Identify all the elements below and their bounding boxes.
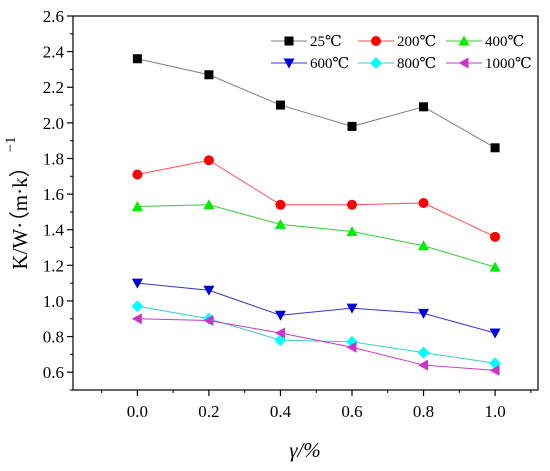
data-point bbox=[203, 199, 215, 210]
legend-item: 600℃ bbox=[271, 56, 349, 72]
series-line bbox=[137, 204, 496, 268]
legend-label: 600℃ bbox=[310, 56, 349, 72]
data-point bbox=[131, 300, 144, 313]
x-tick-label: 0.8 bbox=[413, 402, 434, 421]
y-tick-label: 1.6 bbox=[43, 185, 64, 204]
legend-item: 400℃ bbox=[446, 34, 524, 50]
y-tick-label: 1.4 bbox=[43, 221, 65, 240]
data-point bbox=[489, 328, 501, 339]
series-line bbox=[137, 282, 496, 334]
legend-item: 800℃ bbox=[358, 56, 436, 72]
x-axis: 0.0 0.2 0.4 0.6 0.8 1.0 bbox=[101, 390, 532, 421]
data-point bbox=[275, 100, 285, 110]
y-tick-label: 2.2 bbox=[43, 78, 64, 97]
data-point bbox=[418, 198, 429, 208]
y-tick-label: 2.0 bbox=[43, 114, 64, 133]
y-axis-title-group: K/W·（m·k） −1 bbox=[3, 136, 32, 269]
legend-label: 1000℃ bbox=[485, 56, 532, 72]
data-point bbox=[347, 199, 357, 210]
data-point bbox=[418, 240, 430, 251]
data-point bbox=[274, 218, 286, 229]
x-tick-label: 1.0 bbox=[484, 402, 505, 421]
legend: 25℃ 200℃ 400℃ 600℃ 800℃ 1000℃ bbox=[271, 34, 532, 72]
x-tick-label: 0.0 bbox=[127, 402, 148, 421]
data-point bbox=[418, 359, 429, 371]
data-point bbox=[132, 54, 142, 64]
data-point bbox=[204, 70, 214, 80]
data-point bbox=[346, 341, 357, 353]
series-0 bbox=[132, 54, 500, 153]
legend-marker bbox=[458, 57, 469, 69]
data-point bbox=[274, 310, 286, 321]
data-point bbox=[131, 201, 143, 212]
data-point bbox=[203, 155, 214, 166]
legend-marker bbox=[370, 57, 382, 69]
data-point bbox=[417, 346, 430, 359]
series-5 bbox=[131, 313, 500, 376]
data-point bbox=[490, 143, 500, 153]
x-tick-label: 0.4 bbox=[270, 402, 292, 421]
y-axis-title: K/W·（m·k） bbox=[8, 156, 32, 269]
legend-label: 800℃ bbox=[397, 56, 436, 72]
x-tick-label: 0.2 bbox=[198, 402, 219, 421]
data-point bbox=[346, 303, 358, 314]
legend-marker bbox=[284, 36, 294, 46]
data-point bbox=[131, 278, 143, 289]
data-point bbox=[274, 327, 285, 339]
y-axis-title-superscript: −1 bbox=[3, 136, 19, 152]
legend-label: 400℃ bbox=[485, 34, 524, 50]
y-tick-label: 1.8 bbox=[43, 149, 64, 168]
series-line bbox=[137, 58, 496, 149]
legend-item: 1000℃ bbox=[446, 56, 532, 72]
y-tick-label: 1.0 bbox=[43, 292, 64, 311]
legend-label: 25℃ bbox=[310, 34, 342, 50]
data-point bbox=[419, 102, 429, 112]
legend-marker bbox=[458, 35, 470, 46]
data-point bbox=[132, 169, 143, 180]
legend-item: 200℃ bbox=[358, 34, 436, 50]
legend-marker bbox=[371, 36, 381, 46]
x-tick-label: 0.6 bbox=[341, 402, 362, 421]
legend-marker bbox=[283, 58, 295, 69]
series-1 bbox=[132, 155, 501, 242]
data-point bbox=[203, 285, 215, 296]
series-4 bbox=[131, 300, 502, 370]
data-point bbox=[131, 313, 142, 325]
data-point bbox=[346, 225, 358, 236]
data-point bbox=[489, 261, 501, 272]
series-2 bbox=[131, 199, 501, 272]
data-point bbox=[203, 315, 214, 327]
y-tick-label: 1.2 bbox=[43, 256, 64, 275]
legend-item: 25℃ bbox=[271, 34, 342, 50]
x-axis-title: γ/% bbox=[289, 438, 321, 462]
series-layer bbox=[131, 54, 502, 376]
legend-label: 200℃ bbox=[397, 34, 436, 50]
data-point bbox=[347, 121, 357, 131]
y-tick-label: 2.4 bbox=[43, 43, 65, 62]
plot-frame bbox=[72, 15, 539, 391]
y-tick-label: 0.8 bbox=[43, 328, 64, 347]
y-axis: 0.6 0.8 1.0 1.2 1.4 1.6 1.8 2.0 2.2 2.4 2.6 bbox=[43, 7, 73, 391]
series-line bbox=[137, 305, 496, 364]
series-line bbox=[137, 318, 496, 371]
data-point bbox=[489, 364, 500, 376]
series-3 bbox=[131, 278, 501, 339]
data-point bbox=[275, 199, 286, 210]
y-tick-label: 2.6 bbox=[43, 7, 64, 26]
data-point bbox=[490, 231, 501, 242]
svg-text:K/W·（m·k）−1: K/W·（m·k） −1 bbox=[3, 136, 32, 269]
y-tick-label: 0.6 bbox=[43, 363, 64, 382]
data-point bbox=[418, 308, 430, 319]
series-line bbox=[137, 159, 496, 238]
